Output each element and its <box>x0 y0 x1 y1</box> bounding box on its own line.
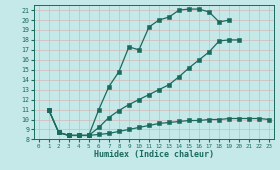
X-axis label: Humidex (Indice chaleur): Humidex (Indice chaleur) <box>94 150 214 159</box>
